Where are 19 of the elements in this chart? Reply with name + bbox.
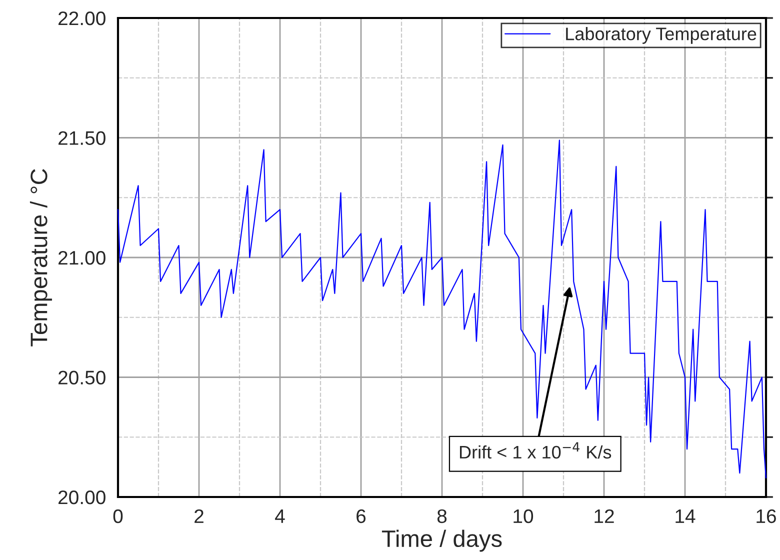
y-tick-label: 21.50 xyxy=(58,131,106,145)
legend-label: Laboratory Temperature xyxy=(566,27,756,44)
x-tick-label: 16 xyxy=(756,509,776,524)
x-tick-label: 14 xyxy=(676,510,696,523)
x-tick-label: 12 xyxy=(594,509,614,523)
x-tick-label: 4 xyxy=(275,510,285,523)
y-tick-label: 22.00 xyxy=(58,11,106,26)
x-axis-title: Time / days xyxy=(382,530,502,552)
x-tick-label: 6 xyxy=(356,509,366,524)
annotation: Drift < 1 x 10$^{−4}$ K/s xyxy=(460,442,612,459)
y-tick-label: 20.00 xyxy=(58,490,106,504)
x-tick-label: 10 xyxy=(514,509,534,524)
x-tick-label: 8 xyxy=(437,509,447,524)
y-axis-title: Temperature / °C xyxy=(30,169,52,346)
y-tick-label: 20.50 xyxy=(58,370,106,384)
x-tick-label: 0 xyxy=(113,509,123,524)
y-tick-label: 21.00 xyxy=(58,250,106,265)
x-tick-label: 2 xyxy=(194,509,204,523)
line-series xyxy=(117,140,767,478)
